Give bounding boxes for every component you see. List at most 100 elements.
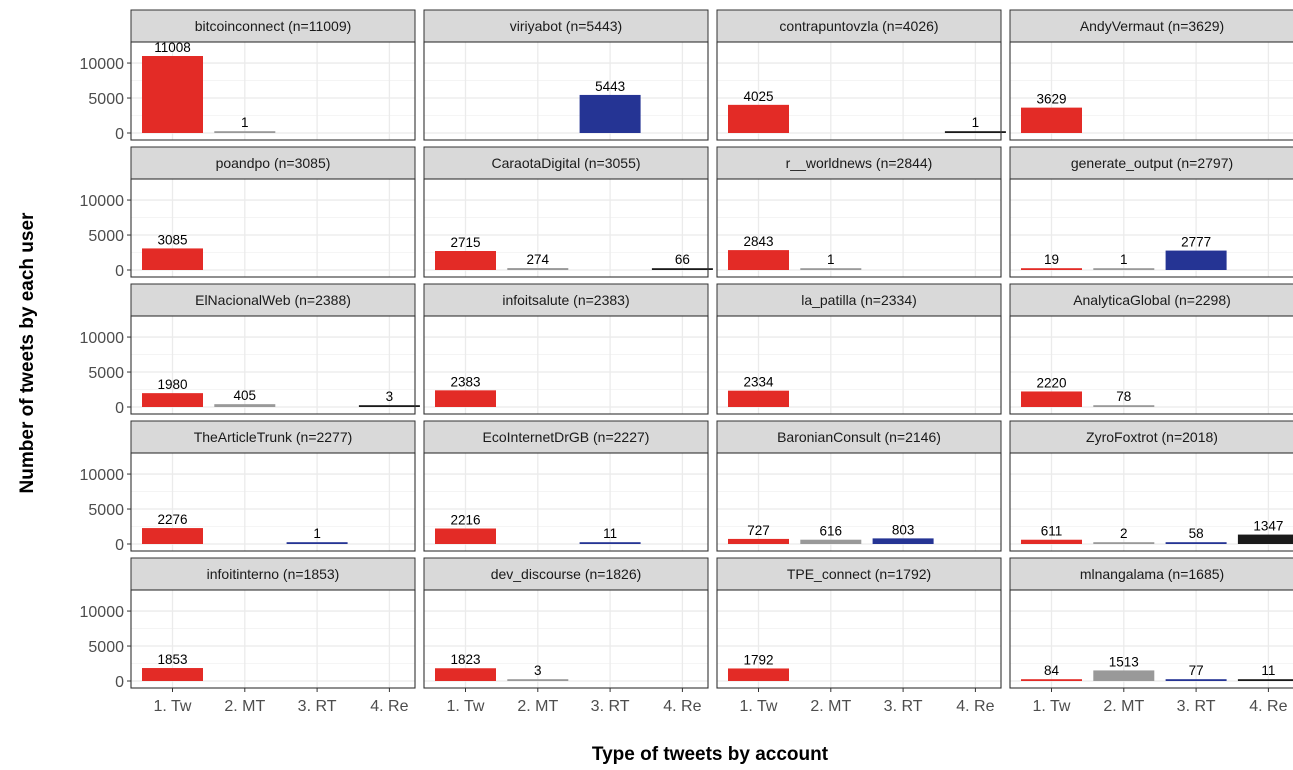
bar-value-label: 84: [1044, 663, 1060, 678]
panel-strip: [423, 9, 709, 43]
y-tick-label: 5000: [88, 228, 124, 245]
plot-area: [717, 453, 1001, 551]
bar-value-label: 3: [386, 389, 394, 404]
bar: [1021, 539, 1082, 544]
bar-value-label: 803: [892, 522, 915, 537]
panel: r__worldnews (n=2844) 2843 1: [716, 146, 1002, 278]
y-tick-label: 10000: [80, 56, 125, 73]
panel-border: [1009, 315, 1293, 415]
x-tick-label: 4. Re: [663, 698, 701, 715]
bar-value-label: 58: [1189, 526, 1204, 541]
bar: [435, 668, 496, 681]
panel-title: ZyroFoxtrot (n=2018): [1086, 429, 1218, 445]
panel: viriyabot (n=5443) 5443: [423, 9, 709, 141]
bar: [214, 131, 276, 133]
bar: [800, 539, 862, 544]
bar-value-label: 2334: [743, 375, 774, 390]
bar: [1093, 268, 1155, 270]
bar: [579, 542, 641, 544]
panel-border: [1009, 178, 1293, 278]
panel-border: [130, 315, 416, 415]
panel-strip: [1009, 557, 1293, 591]
panel-title: TPE_connect (n=1792): [787, 566, 931, 582]
bar-value-label: 611: [1041, 524, 1063, 539]
bar-value-label: 405: [234, 388, 257, 403]
x-tick-label: 4. Re: [370, 698, 408, 715]
bar-value-label: 2276: [157, 512, 187, 527]
x-axis-title: Type of tweets by account: [592, 744, 829, 765]
bar: [1237, 679, 1293, 681]
panel-border: [130, 41, 416, 141]
bar: [1237, 534, 1293, 544]
bar-value-label: 2843: [743, 234, 773, 249]
plot-area: [424, 42, 708, 140]
panel: AndyVermaut (n=3629) 3629: [1009, 9, 1293, 141]
y-tick-label: 5000: [88, 502, 124, 519]
panel-title: dev_discourse (n=1826): [491, 566, 642, 582]
bar-value-label: 2216: [450, 513, 480, 528]
panel: AnalyticaGlobal (n=2298) 2220 78: [1009, 283, 1293, 415]
panel-border: [1009, 452, 1293, 552]
panel-strip: [130, 420, 416, 454]
bar: [1165, 250, 1227, 270]
panel: infoitsalute (n=2383) 2383: [423, 283, 709, 415]
panel-border: [716, 452, 1002, 552]
bar: [800, 268, 862, 270]
bar-value-label: 1: [241, 115, 249, 130]
panel: infoitinterno (n=1853) 1853 0 5000 10000 1. T…: [80, 557, 416, 715]
panel-border: [716, 178, 1002, 278]
panel: bitcoinconnect (n=11009) 11008 1 0 5000 10000: [80, 9, 416, 143]
bar-value-label: 11: [1261, 663, 1275, 678]
bar-value-label: 1: [972, 115, 980, 130]
y-tick-label: 0: [115, 263, 124, 280]
panel-strip: [716, 283, 1002, 317]
x-tick-label: 2. MT: [224, 698, 265, 715]
x-tick-label: 4. Re: [956, 698, 994, 715]
panel-strip: [716, 420, 1002, 454]
bar-value-label: 1853: [157, 652, 187, 667]
bar: [944, 131, 1006, 133]
x-tick-label: 1. Tw: [740, 698, 778, 715]
bar-value-label: 3085: [157, 232, 187, 247]
plot-area: [1010, 179, 1293, 277]
panel-strip: [423, 557, 709, 591]
x-tick-label: 3. RT: [591, 698, 630, 715]
panel-border: [423, 315, 709, 415]
panel-title: viriyabot (n=5443): [510, 18, 622, 34]
panel: TheArticleTrunk (n=2277) 2276 1 0 5000 10000: [80, 420, 416, 554]
panel-strip: [130, 283, 416, 317]
panel: TPE_connect (n=1792) 1792 1. Tw 2. MT 3. RT 4…: [716, 557, 1002, 715]
bar-value-label: 66: [675, 252, 690, 267]
bar-value-label: 2715: [450, 235, 480, 250]
bar-value-label: 4025: [743, 89, 773, 104]
y-tick-label: 10000: [80, 604, 125, 621]
panel-strip: [423, 283, 709, 317]
panel-border: [716, 41, 1002, 141]
bar: [435, 528, 496, 544]
panel-title: TheArticleTrunk (n=2277): [194, 429, 353, 445]
panel-border: [1009, 41, 1293, 141]
panel-strip: [130, 146, 416, 180]
bar-value-label: 78: [1116, 389, 1131, 404]
bar: [358, 405, 420, 407]
bar: [728, 104, 789, 133]
bar-value-label: 77: [1189, 663, 1204, 678]
bar-value-label: 1: [313, 526, 321, 541]
bar-value-label: 2220: [1036, 375, 1066, 390]
bar: [1165, 542, 1227, 544]
bar-value-label: 274: [527, 252, 550, 267]
panel: EcoInternetDrGB (n=2227) 2216 11: [423, 420, 709, 552]
panel: dev_discourse (n=1826) 1823 3 1. Tw 2. MT 3. …: [423, 557, 709, 715]
x-tick-label: 1. Tw: [154, 698, 192, 715]
bar: [1021, 391, 1082, 407]
panel: mlnangalama (n=1685) 84 1513 77 11 1. Tw 2. MT…: [1009, 557, 1293, 715]
bar: [214, 404, 276, 407]
panel-title: BaronianConsult (n=2146): [777, 429, 941, 445]
bar-value-label: 1513: [1109, 654, 1139, 669]
bar: [1021, 268, 1082, 270]
y-axis-title: Number of tweets by each user: [17, 212, 38, 493]
bar-value-label: 3: [534, 663, 542, 678]
bar: [286, 542, 348, 544]
panel: poandpo (n=3085) 3085 0 5000 10000: [80, 146, 416, 280]
